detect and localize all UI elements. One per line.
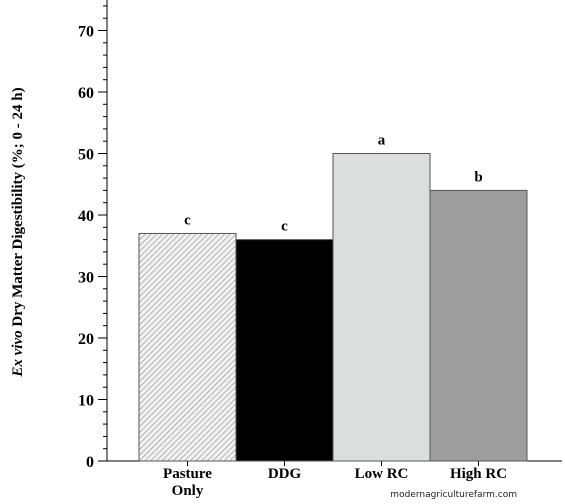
y-tick-label: 0 [86, 454, 94, 471]
y-axis-title-italic: Ex vivo [10, 330, 26, 377]
watermark: modernagriculturefarm.com [390, 490, 517, 500]
x-tick-label: Low RC [355, 466, 409, 482]
y-tick-label: 20 [78, 331, 94, 348]
bar-significance-letter: c [184, 212, 191, 228]
bar-significance-letter: b [474, 169, 482, 185]
y-tick-label: 40 [78, 208, 94, 225]
y-tick-label: 30 [78, 270, 94, 287]
y-tick-label: 10 [78, 393, 94, 410]
y-axis-title-rest: Dry Matter Digestibility (%; 0 - 24 h) [10, 87, 26, 330]
x-tick-label: DDG [268, 466, 302, 482]
y-tick-label: 50 [78, 147, 94, 164]
y-tick-label: 60 [78, 85, 94, 102]
y-axis-title: Ex vivo Dry Matter Digestibility (%; 0 -… [10, 87, 26, 377]
bar-significance-letter: c [281, 219, 288, 235]
bar [332, 153, 431, 462]
bars [138, 153, 528, 462]
bar-significance-letter: a [378, 133, 386, 149]
bar [235, 239, 334, 462]
y-tick-label: 70 [78, 24, 94, 41]
bar [138, 232, 237, 462]
x-tick-label: Only [172, 483, 204, 499]
x-tick-label: High RC [450, 466, 507, 482]
x-tick-label: Pasture [163, 466, 212, 482]
bar [429, 189, 528, 462]
